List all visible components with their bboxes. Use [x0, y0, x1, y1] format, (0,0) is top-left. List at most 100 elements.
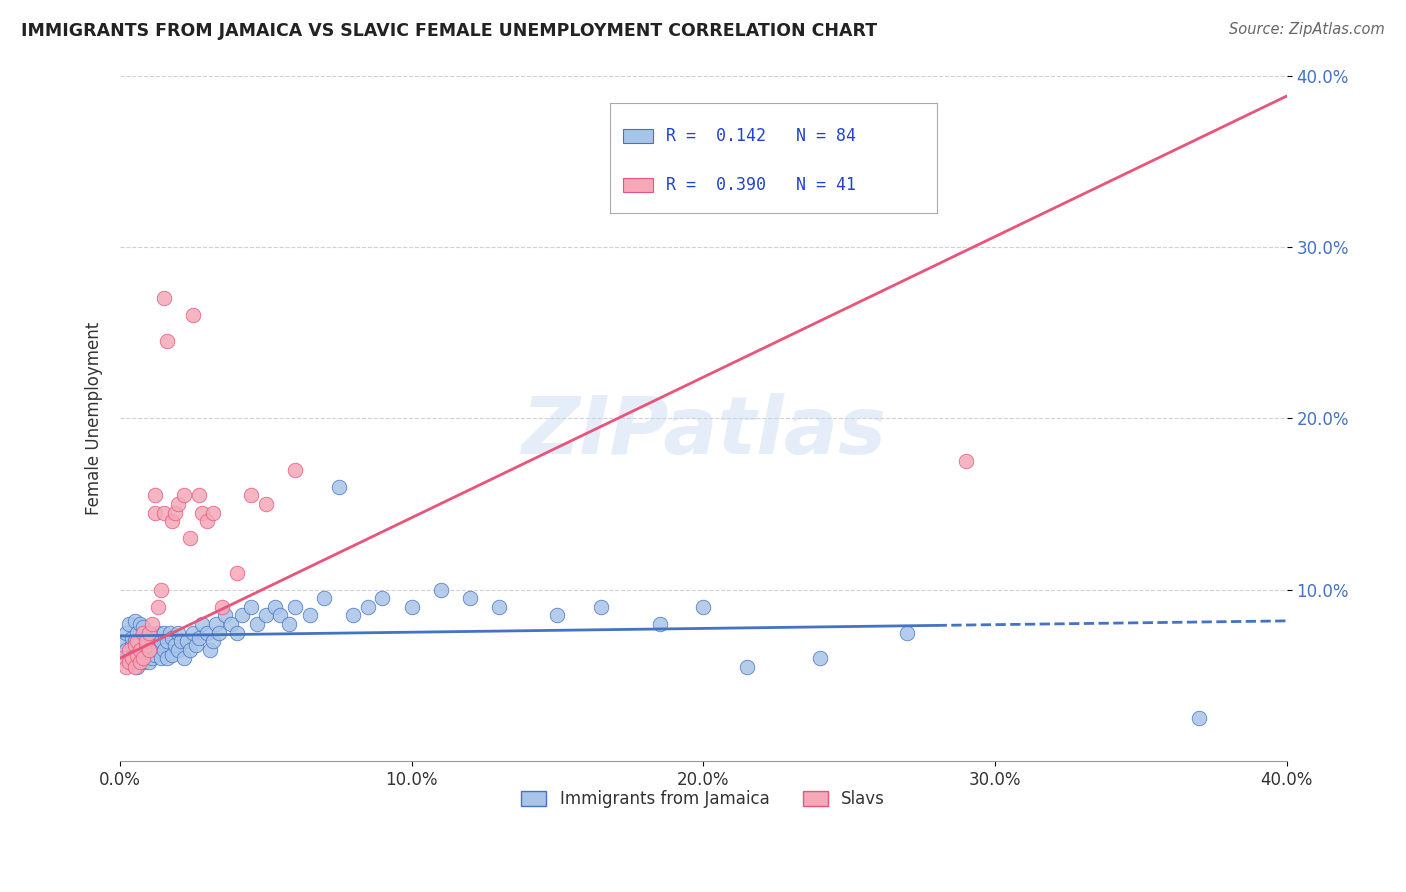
Point [179, 531, 201, 545]
Point [156, 634, 179, 648]
Point [225, 566, 247, 580]
Point [129, 655, 152, 669]
Point [648, 617, 671, 632]
Point [124, 634, 146, 648]
Point [184, 638, 207, 652]
Text: Source: ZipAtlas.com: Source: ZipAtlas.com [1229, 22, 1385, 37]
Point [124, 651, 146, 665]
Point [149, 582, 172, 597]
Point [165, 506, 187, 520]
Point [170, 634, 193, 648]
Point [129, 642, 152, 657]
Point [124, 660, 146, 674]
Point [162, 648, 184, 662]
Point [240, 599, 263, 614]
Point [141, 634, 163, 648]
Point [111, 651, 134, 665]
Point [129, 634, 152, 648]
Point [197, 625, 219, 640]
Point [152, 642, 174, 657]
Point [263, 599, 285, 614]
Point [138, 642, 160, 657]
Text: IMMIGRANTS FROM JAMAICA VS SLAVIC FEMALE UNEMPLOYMENT CORRELATION CHART: IMMIGRANTS FROM JAMAICA VS SLAVIC FEMALE… [21, 22, 877, 40]
Point [200, 642, 222, 657]
Point [114, 642, 136, 657]
Point [141, 651, 163, 665]
Point [118, 617, 141, 632]
Point [127, 648, 149, 662]
Point [121, 638, 143, 652]
Point [190, 617, 212, 632]
Point [146, 642, 169, 657]
Point [152, 625, 174, 640]
Point [135, 638, 157, 652]
Point [114, 625, 136, 640]
Point [219, 617, 242, 632]
Point [181, 625, 204, 640]
Point [591, 599, 613, 614]
Point [118, 642, 141, 657]
Point [135, 648, 157, 662]
Point [138, 655, 160, 669]
Point [118, 651, 141, 665]
Point [488, 599, 510, 614]
Point [205, 617, 228, 632]
Point [202, 506, 225, 520]
Point [143, 506, 166, 520]
Point [214, 608, 236, 623]
Point [328, 480, 350, 494]
Point [132, 625, 155, 640]
Point [129, 651, 152, 665]
Point [240, 488, 263, 502]
Point [735, 660, 758, 674]
Point [371, 591, 394, 606]
Point [225, 625, 247, 640]
Point [132, 620, 155, 634]
Point [167, 625, 190, 640]
Point [138, 642, 160, 657]
Point [179, 642, 201, 657]
Point [138, 625, 160, 640]
Point [152, 291, 174, 305]
Point [156, 651, 179, 665]
Point [187, 488, 209, 502]
Point [278, 617, 301, 632]
Point [135, 634, 157, 648]
Point [231, 608, 253, 623]
Point [246, 617, 269, 632]
Point [124, 638, 146, 652]
Point [896, 625, 918, 640]
Point [149, 634, 172, 648]
Point [692, 599, 714, 614]
Point [202, 634, 225, 648]
Point [127, 634, 149, 648]
Y-axis label: Female Unemployment: Female Unemployment [86, 322, 103, 515]
Point [156, 334, 179, 348]
Point [808, 651, 831, 665]
Point [458, 591, 481, 606]
Point [121, 651, 143, 665]
Point [146, 599, 169, 614]
Text: ZIPatlas: ZIPatlas [520, 393, 886, 471]
Point [167, 642, 190, 657]
Point [546, 608, 568, 623]
Point [284, 463, 307, 477]
Point [132, 651, 155, 665]
Point [197, 514, 219, 528]
Point [342, 608, 364, 623]
Point [135, 631, 157, 645]
Point [165, 638, 187, 652]
Legend: Immigrants from Jamaica, Slavs: Immigrants from Jamaica, Slavs [515, 783, 891, 814]
Point [430, 582, 453, 597]
Point [173, 488, 195, 502]
Point [118, 655, 141, 669]
Point [254, 608, 277, 623]
Point [173, 651, 195, 665]
Point [314, 591, 336, 606]
Point [254, 497, 277, 511]
Point [181, 309, 204, 323]
Point [149, 651, 172, 665]
Point [1188, 711, 1211, 725]
Point [162, 514, 184, 528]
Point [111, 634, 134, 648]
